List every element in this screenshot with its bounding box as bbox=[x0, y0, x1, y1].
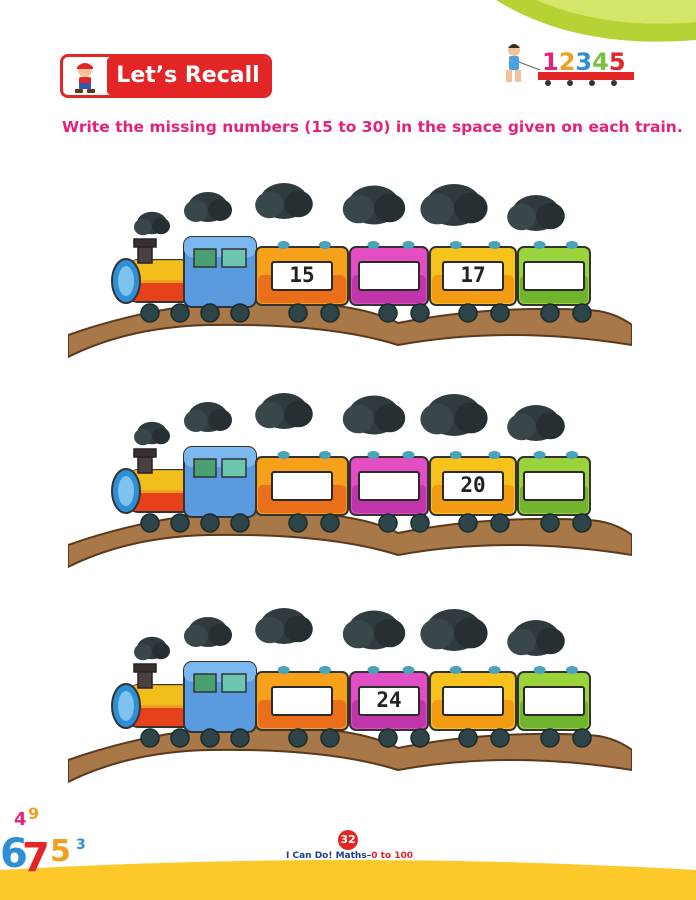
svg-text:6: 6 bbox=[0, 831, 28, 877]
book-title-range: 0 to 100 bbox=[371, 851, 414, 861]
svg-text:3: 3 bbox=[76, 837, 86, 853]
svg-text:12345: 12345 bbox=[542, 48, 626, 76]
smoke-puff bbox=[507, 405, 565, 441]
smoke-puff bbox=[342, 395, 406, 435]
instruction-text: Write the missing numbers (15 to 30) in … bbox=[62, 118, 683, 136]
wheel bbox=[320, 303, 340, 323]
wheel bbox=[410, 728, 430, 748]
wagon-number-box[interactable] bbox=[442, 686, 504, 716]
wheel bbox=[490, 513, 510, 533]
smoke-puff bbox=[255, 393, 313, 429]
wheel bbox=[410, 303, 430, 323]
corner-numbers-decoration: 4 9 6 7 5 3 bbox=[0, 804, 109, 900]
wheel bbox=[230, 513, 250, 533]
wheel bbox=[320, 728, 340, 748]
footer-bar bbox=[0, 870, 696, 900]
wheel bbox=[230, 728, 250, 748]
wheel bbox=[170, 728, 190, 748]
wheel bbox=[572, 513, 592, 533]
lets-recall-badge: Let’s Recall bbox=[60, 54, 272, 98]
wheel bbox=[540, 513, 560, 533]
wheel bbox=[458, 728, 478, 748]
wheel bbox=[288, 303, 308, 323]
wheel bbox=[378, 513, 398, 533]
smoke-puff bbox=[255, 183, 313, 219]
wheel bbox=[378, 728, 398, 748]
smoke-puff bbox=[184, 617, 232, 647]
book-title: I Can Do! Maths–0 to 100 bbox=[286, 851, 414, 861]
deco-digit: 3 bbox=[575, 48, 592, 76]
smoke-puff bbox=[342, 610, 406, 650]
smoke-puff bbox=[134, 421, 170, 446]
wheel bbox=[378, 303, 398, 323]
wheel bbox=[490, 303, 510, 323]
wagon-number-box[interactable]: 17 bbox=[442, 261, 504, 291]
smoke-puff bbox=[134, 636, 170, 661]
deco-digit: 5 bbox=[609, 48, 626, 76]
wheel bbox=[230, 303, 250, 323]
train-scene-1: 15 17 bbox=[68, 175, 632, 365]
smoke-puff bbox=[420, 394, 488, 436]
smoke-puff bbox=[420, 609, 488, 651]
wheel bbox=[288, 728, 308, 748]
lets-recall-label: Let’s Recall bbox=[107, 57, 269, 95]
wagon-number-box[interactable] bbox=[523, 471, 585, 501]
smoke-puff bbox=[507, 195, 565, 231]
wheel bbox=[288, 513, 308, 533]
smoke-puff bbox=[420, 184, 488, 226]
wheel bbox=[458, 303, 478, 323]
wagon-number-box[interactable]: 15 bbox=[271, 261, 333, 291]
smoke-puff bbox=[134, 211, 170, 236]
wagon-number-box[interactable]: 20 bbox=[442, 471, 504, 501]
wheel bbox=[540, 728, 560, 748]
wheel bbox=[410, 513, 430, 533]
number-train-decoration: 12345 bbox=[506, 44, 634, 86]
train-scene-2: 20 bbox=[68, 385, 632, 575]
book-title-main: I Can Do! Maths– bbox=[286, 851, 372, 861]
wheel bbox=[140, 513, 160, 533]
deco-digit: 1 bbox=[542, 48, 559, 76]
page-number: 32 bbox=[338, 830, 358, 850]
deco-digit: 4 bbox=[592, 48, 609, 76]
svg-text:4: 4 bbox=[14, 809, 27, 830]
smoke-puff bbox=[342, 185, 406, 225]
smoke-puff bbox=[184, 192, 232, 222]
wagon-number-box[interactable] bbox=[358, 471, 420, 501]
wheel bbox=[572, 728, 592, 748]
page-footer: 32 I Can Do! Maths–0 to 100 bbox=[286, 828, 414, 868]
wagon-number-box[interactable]: 24 bbox=[358, 686, 420, 716]
wagon-number-box[interactable] bbox=[358, 261, 420, 291]
wagon-number-box[interactable] bbox=[271, 471, 333, 501]
wheel bbox=[200, 303, 220, 323]
wheel bbox=[490, 728, 510, 748]
wheel bbox=[170, 513, 190, 533]
wheel bbox=[572, 303, 592, 323]
wagon-number-box[interactable] bbox=[271, 686, 333, 716]
svg-text:5: 5 bbox=[50, 834, 71, 869]
train-scene-3: 24 bbox=[68, 600, 632, 790]
svg-text:9: 9 bbox=[28, 804, 39, 823]
deco-digit: 2 bbox=[559, 48, 576, 76]
mascot-icon bbox=[75, 63, 95, 93]
wagon-number-box[interactable] bbox=[523, 261, 585, 291]
wheel bbox=[320, 513, 340, 533]
wheel bbox=[458, 513, 478, 533]
wagon-number-box[interactable] bbox=[523, 686, 585, 716]
wheel bbox=[170, 303, 190, 323]
smoke-puff bbox=[184, 402, 232, 432]
wheel bbox=[140, 728, 160, 748]
wheel bbox=[140, 303, 160, 323]
smoke-puff bbox=[255, 608, 313, 644]
wheel bbox=[200, 513, 220, 533]
smoke-puff bbox=[507, 620, 565, 656]
corner-swoosh-decoration bbox=[496, 0, 696, 42]
wheel bbox=[540, 303, 560, 323]
svg-text:7: 7 bbox=[22, 835, 50, 881]
wheel bbox=[200, 728, 220, 748]
